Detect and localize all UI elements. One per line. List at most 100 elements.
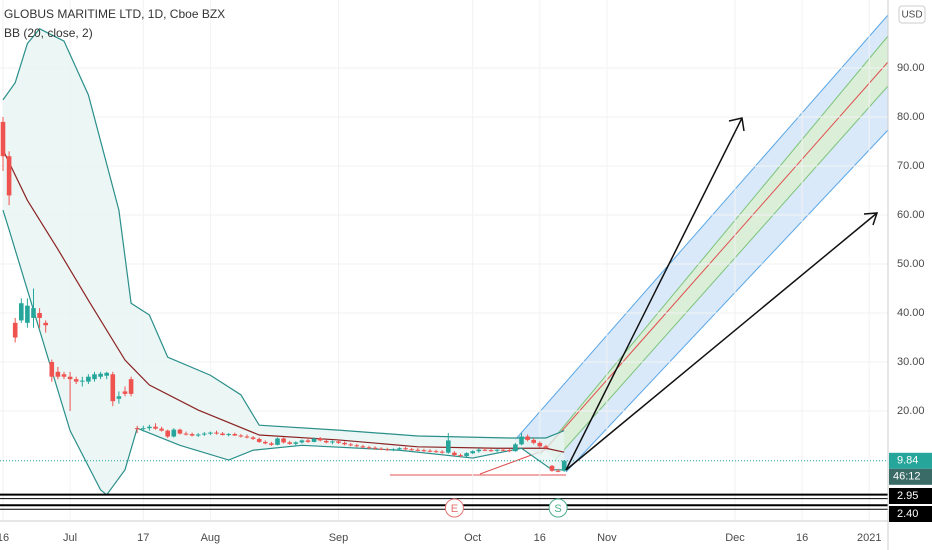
candle-body xyxy=(348,444,353,446)
x-tick-label: Nov xyxy=(597,532,617,544)
arrows xyxy=(565,117,879,471)
candle-body xyxy=(92,374,97,380)
candle-body xyxy=(201,433,207,435)
pitchfork-line xyxy=(565,129,889,473)
candle-body xyxy=(189,434,195,436)
candle-body xyxy=(360,446,366,448)
y-tick-label: 30.00 xyxy=(897,356,925,368)
pitchfork-line xyxy=(514,14,889,441)
candle-body xyxy=(67,376,73,380)
candle-body xyxy=(299,440,305,443)
candle-body xyxy=(165,430,170,437)
candle-body xyxy=(537,442,543,447)
pitchfork-line xyxy=(554,85,889,461)
candle-body xyxy=(323,440,329,443)
pitchfork-zone xyxy=(515,15,888,455)
candle-body xyxy=(500,449,506,451)
candle-body xyxy=(507,450,512,452)
x-tick-label: Sep xyxy=(329,532,349,544)
countdown-label: 46:12 xyxy=(893,471,921,483)
candle-body xyxy=(6,156,12,196)
candle-body xyxy=(31,308,36,318)
x-tick-label: 2021 xyxy=(857,532,881,544)
candle-body xyxy=(104,372,109,376)
candle-body xyxy=(476,449,482,452)
candle-body xyxy=(256,438,262,442)
candle-body xyxy=(330,441,335,443)
candle-body xyxy=(0,121,6,157)
candle-body xyxy=(238,435,244,437)
candle-body xyxy=(427,450,433,452)
candle-body xyxy=(421,450,427,452)
x-tick-label: Aug xyxy=(201,532,221,544)
y-tick-label: 60.00 xyxy=(897,209,925,221)
level-label: 2.40 xyxy=(897,508,918,520)
candle-body xyxy=(378,448,384,450)
candle-body xyxy=(214,432,219,434)
candle-body xyxy=(86,376,91,382)
candle-body xyxy=(140,428,146,430)
candle-body xyxy=(134,428,140,430)
candle-body xyxy=(384,449,390,451)
chart-title: GLOBUS MARITIME LTD, 1D, Cboe BZX xyxy=(4,7,225,21)
candle-body xyxy=(372,447,378,449)
candle-body xyxy=(525,436,530,440)
currency-box[interactable] xyxy=(898,5,926,24)
level-box xyxy=(889,506,932,522)
candle-body xyxy=(281,438,286,443)
y-tick-label: 90.00 xyxy=(897,62,925,74)
candle-body xyxy=(208,432,213,434)
event-marker xyxy=(548,498,568,518)
bollinger-upper xyxy=(2,28,565,439)
arrow xyxy=(565,212,878,471)
x-tick-label: Oct xyxy=(464,532,481,544)
pitchfork xyxy=(390,14,889,476)
last-price-box xyxy=(889,452,932,469)
pitchfork-median xyxy=(544,61,889,451)
candle-body xyxy=(116,396,122,399)
bollinger-fill xyxy=(2,28,565,495)
candle-body xyxy=(391,449,396,451)
candle-body xyxy=(409,449,414,451)
currency: USD xyxy=(901,10,922,21)
event-label: S xyxy=(554,503,561,515)
event-marker xyxy=(444,498,464,518)
candle-body xyxy=(561,460,567,471)
candle-body xyxy=(25,305,30,323)
candle-body xyxy=(482,449,488,451)
candle-body xyxy=(488,450,494,452)
candle-body xyxy=(519,436,524,445)
candle-body xyxy=(12,322,18,338)
event-label: E xyxy=(451,503,458,515)
candle-body xyxy=(250,437,256,439)
pitchfork-line xyxy=(539,35,889,456)
y-tick-label: 20.00 xyxy=(897,405,925,417)
candle-body xyxy=(543,446,549,448)
candle-body xyxy=(195,434,201,436)
candle-body xyxy=(79,380,85,382)
candle-body xyxy=(354,445,360,447)
arrow-head xyxy=(728,117,745,132)
candle-body xyxy=(446,440,451,453)
indicator-label: BB (20, close, 2) xyxy=(4,26,93,40)
candle-body xyxy=(220,433,225,436)
candle-body xyxy=(159,428,164,431)
candle-body xyxy=(470,451,476,454)
candle-body xyxy=(439,451,445,453)
candle-body xyxy=(147,426,152,429)
candle-body xyxy=(110,374,116,402)
candle-body xyxy=(415,449,421,451)
candle-body xyxy=(232,434,238,436)
candle-body xyxy=(275,438,280,445)
candle-body xyxy=(153,426,158,429)
candle-body xyxy=(171,429,177,437)
last-price-label: 9.84 xyxy=(897,455,918,467)
candle-body xyxy=(305,440,311,442)
candle-body xyxy=(262,441,268,444)
x-tick-label: Dec xyxy=(725,532,745,544)
arrow xyxy=(565,117,743,471)
bollinger-basis xyxy=(2,149,565,453)
y-tick-label: 40.00 xyxy=(897,307,925,319)
candle-body xyxy=(18,303,24,321)
pitchfork-zone xyxy=(555,86,888,472)
